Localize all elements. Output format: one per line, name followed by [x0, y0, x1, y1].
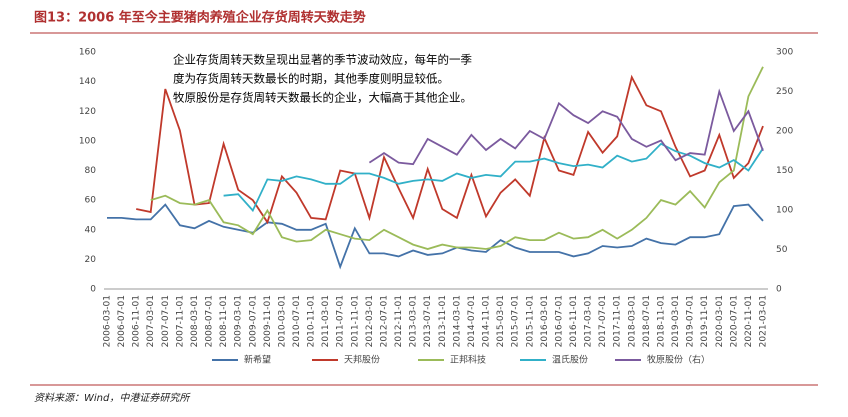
x-tick-label: 2018-11-01	[656, 295, 666, 347]
x-tick-label: 2016-11-01	[569, 295, 579, 347]
series-line	[368, 88, 764, 166]
x-tick-label: 2019-07-01	[686, 295, 696, 347]
y-tick-label: 40	[85, 225, 97, 235]
x-tick-label: 2012-03-01	[365, 295, 375, 347]
x-tick-label: 2006-07-01	[117, 295, 127, 347]
y-tick-label: 60	[85, 196, 97, 206]
x-tick-label: 2019-11-01	[700, 295, 710, 347]
y2-tick-label: 250	[776, 87, 793, 97]
legend-label: 正邦科技	[450, 354, 486, 366]
x-tick-label: 2011-11-01	[350, 295, 360, 347]
y2-tick-label: 0	[776, 285, 782, 295]
x-tick-label: 2021-03-01	[759, 295, 769, 347]
x-tick-label: 2013-07-01	[423, 295, 433, 347]
y-tick-label: 160	[79, 48, 96, 58]
x-tick-label: 2020-11-01	[744, 295, 754, 347]
y-tick-label: 80	[85, 166, 97, 176]
annotation: 度为存货周转天数最长的时期，其他季度则明显较低。	[173, 72, 449, 86]
legend-label: 牧原股份（右）	[647, 354, 710, 366]
x-tick-label: 2006-03-01	[103, 295, 113, 347]
x-tick-label: 2007-11-01	[175, 295, 185, 347]
series-line	[223, 142, 764, 213]
y-tick-label: 20	[85, 255, 97, 265]
x-tick-label: 2011-03-01	[321, 295, 331, 347]
source: 资料来源：Wind，中港证券研究所	[34, 392, 191, 404]
x-tick-label: 2012-11-01	[394, 295, 404, 347]
x-tick-label: 2013-03-01	[409, 295, 419, 347]
x-tick-label: 2009-11-01	[263, 295, 273, 347]
x-tick-label: 2013-11-01	[438, 295, 448, 347]
x-tick-label: 2014-07-01	[467, 295, 477, 347]
x-tick-label: 2016-03-01	[540, 295, 550, 347]
x-tick-label: 2012-07-01	[379, 295, 389, 347]
x-tick-label: 2009-03-01	[234, 295, 244, 347]
x-tick-label: 2017-11-01	[613, 295, 623, 347]
x-tick-label: 2010-03-01	[277, 295, 287, 347]
x-tick-label: 2019-03-01	[671, 295, 681, 347]
x-tick-label: 2008-07-01	[205, 295, 215, 347]
x-tick-label: 2007-07-01	[161, 295, 171, 347]
x-tick-label: 2008-11-01	[219, 295, 229, 347]
x-tick-label: 2016-07-01	[554, 295, 564, 347]
x-tick-label: 2009-07-01	[248, 295, 258, 347]
x-tick-label: 2010-11-01	[307, 295, 317, 347]
x-tick-label: 2014-03-01	[452, 295, 462, 347]
y2-tick-label: 300	[776, 48, 793, 58]
x-tick-label: 2015-03-01	[496, 295, 506, 347]
chart-title: 图13：2006 年至今主要猪肉养殖企业存货周转天数走势	[34, 10, 366, 26]
y2-tick-label: 50	[776, 245, 788, 255]
y2-tick-label: 100	[776, 206, 793, 216]
x-tick-label: 2015-07-01	[511, 295, 521, 347]
annotation: 牧原股份是存货周转天数最长的企业，大幅高于其他企业。	[173, 91, 472, 105]
x-tick-label: 2011-07-01	[336, 295, 346, 347]
y2-tick-label: 200	[776, 127, 793, 137]
series-line	[107, 203, 764, 270]
x-tick-label: 2017-03-01	[584, 295, 594, 347]
annotation: 企业存货周转天数呈现出显著的季节波动效应，每年的一季	[173, 53, 472, 67]
series-line	[136, 74, 764, 225]
legend-label: 天邦股份	[344, 354, 380, 366]
y2-tick-label: 150	[776, 166, 793, 176]
x-tick-label: 2020-03-01	[715, 295, 725, 347]
y-tick-label: 100	[79, 136, 96, 146]
y-tick-label: 140	[79, 77, 96, 87]
legend-label: 温氏股份	[552, 354, 588, 366]
x-tick-label: 2010-07-01	[292, 295, 302, 347]
x-tick-label: 2018-03-01	[627, 295, 637, 347]
x-tick-label: 2017-07-01	[598, 295, 608, 347]
x-tick-label: 2020-07-01	[729, 295, 739, 347]
x-tick-label: 2014-11-01	[482, 295, 492, 347]
x-tick-label: 2018-07-01	[642, 295, 652, 347]
x-tick-label: 2007-03-01	[146, 295, 156, 347]
y-tick-label: 120	[79, 107, 96, 117]
x-tick-label: 2006-11-01	[132, 295, 142, 347]
legend-label: 新希望	[244, 354, 271, 366]
x-tick-label: 2015-11-01	[525, 295, 535, 347]
x-tick-label: 2008-03-01	[190, 295, 200, 347]
series-line	[150, 66, 764, 250]
y-tick-label: 0	[90, 285, 96, 295]
